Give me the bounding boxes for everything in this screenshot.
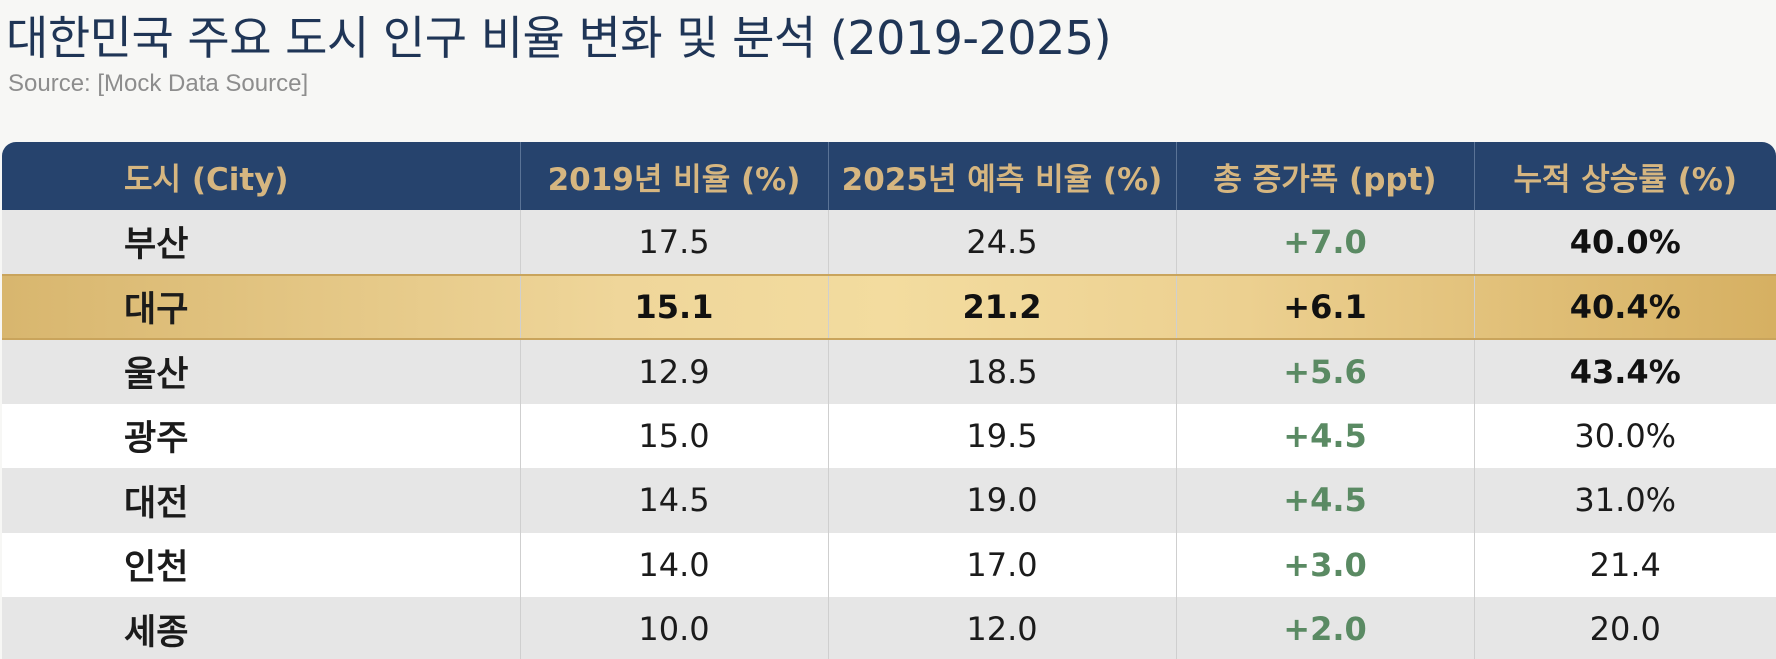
cell-city: 부산 xyxy=(2,210,521,275)
cell-2019-ratio: 14.0 xyxy=(520,532,829,597)
cell-2025-ratio: 18.5 xyxy=(828,339,1177,404)
cell-2019-ratio: 10.0 xyxy=(520,597,829,659)
table-row[interactable]: 인천 14.0 17.0 +3.0 21.4 xyxy=(2,532,1776,597)
table-header-row: 도시 (City) 2019년 비율 (%) 2025년 예측 비율 (%) 총… xyxy=(2,142,1776,210)
cell-total-increase: +5.6 xyxy=(1176,339,1475,404)
cell-2019-ratio: 17.5 xyxy=(520,210,829,275)
cell-city: 대전 xyxy=(2,468,521,533)
cell-2025-ratio: 17.0 xyxy=(828,532,1177,597)
population-ratio-table: 도시 (City) 2019년 비율 (%) 2025년 예측 비율 (%) 총… xyxy=(2,142,1776,659)
cell-2019-ratio: 14.5 xyxy=(520,468,829,533)
table-row[interactable]: 대구 15.1 21.2 +6.1 40.4% xyxy=(2,273,1776,340)
cell-city: 울산 xyxy=(2,339,521,404)
cell-cumulative-growth: 21.4 xyxy=(1589,545,1661,584)
table-body: 부산 17.5 24.5 +7.0 40.0% 대구 15.1 21.2 +6.1 40.4% 울산… xyxy=(2,210,1776,659)
table-row[interactable]: 부산 17.5 24.5 +7.0 40.0% xyxy=(2,210,1776,275)
cell-total-increase: +7.0 xyxy=(1176,210,1475,275)
cell-2019-ratio: 15.0 xyxy=(520,403,829,468)
cell-city: 대구 xyxy=(2,273,521,340)
cell-total-increase: +4.5 xyxy=(1176,468,1475,533)
cell-total-increase: +3.0 xyxy=(1176,532,1475,597)
column-header-cumulative-growth[interactable]: 누적 상승률 (%) xyxy=(1513,161,1738,198)
cell-2025-ratio: 21.2 xyxy=(828,273,1177,340)
cell-total-increase: +4.5 xyxy=(1176,403,1475,468)
cell-2025-ratio: 19.0 xyxy=(828,468,1177,533)
cell-city: 인천 xyxy=(2,532,521,597)
cell-cumulative-growth: 40.0% xyxy=(1569,222,1681,261)
source-note: Source: [Mock Data Source] xyxy=(8,70,309,97)
cell-2025-ratio: 19.5 xyxy=(828,403,1177,468)
data-table-container: 도시 (City) 2019년 비율 (%) 2025년 예측 비율 (%) 총… xyxy=(2,142,1776,659)
column-header-2019-ratio[interactable]: 2019년 비율 (%) xyxy=(520,142,829,210)
cell-cumulative-growth: 43.4% xyxy=(1569,352,1681,391)
cell-2019-ratio: 12.9 xyxy=(520,339,829,404)
cell-total-increase: +6.1 xyxy=(1176,273,1475,340)
table-row[interactable]: 광주 15.0 19.5 +4.5 30.0% xyxy=(2,403,1776,468)
table-row[interactable]: 대전 14.5 19.0 +4.5 31.0% xyxy=(2,468,1776,533)
cell-2025-ratio: 24.5 xyxy=(828,210,1177,275)
cell-cumulative-growth: 20.0 xyxy=(1589,610,1661,649)
column-header-total-increase[interactable]: 총 증가폭 (ppt) xyxy=(1176,142,1475,210)
cell-total-increase: +2.0 xyxy=(1176,597,1475,659)
cell-cumulative-growth: 40.4% xyxy=(1474,273,1776,340)
page-title: 대한민국 주요 도시 인구 비율 변화 및 분석 (2019-2025) xyxy=(6,11,1112,65)
table-row[interactable]: 울산 12.9 18.5 +5.6 43.4% xyxy=(2,339,1776,404)
column-header-2025-ratio[interactable]: 2025년 예측 비율 (%) xyxy=(828,142,1177,210)
cell-cumulative-growth: 31.0% xyxy=(1574,481,1677,520)
cell-cumulative-growth: 30.0% xyxy=(1574,416,1677,455)
cell-2019-ratio: 15.1 xyxy=(520,273,829,340)
column-header-city[interactable]: 도시 (City) xyxy=(2,142,521,210)
cell-city: 광주 xyxy=(2,403,521,468)
cell-2025-ratio: 12.0 xyxy=(828,597,1177,659)
cell-city: 세종 xyxy=(2,597,521,659)
table-row[interactable]: 세종 10.0 12.0 +2.0 20.0 xyxy=(2,597,1776,659)
